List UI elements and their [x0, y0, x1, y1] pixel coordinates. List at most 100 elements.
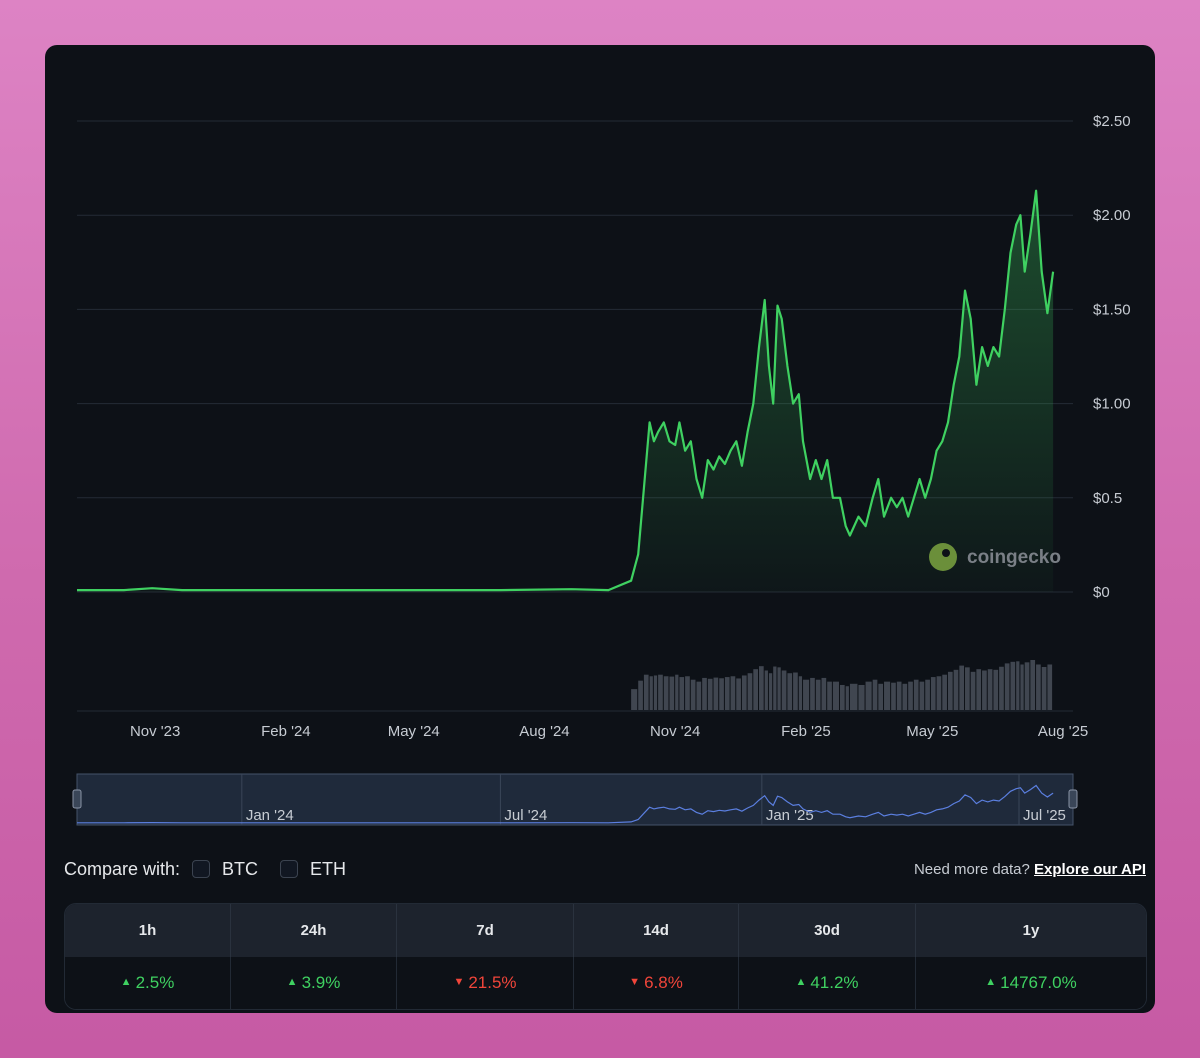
volume-bar: [942, 674, 947, 710]
volume-bar: [965, 667, 970, 710]
x-tick-label: Aug '25: [1038, 723, 1088, 740]
triangle-up-icon: ▲: [120, 976, 132, 988]
btc-label[interactable]: BTC: [222, 858, 259, 879]
volume-bar: [741, 675, 747, 710]
volume-bar: [982, 670, 987, 710]
navigator-line: [77, 784, 1054, 824]
volume-bar: [1041, 666, 1047, 710]
volume-bar: [768, 673, 773, 710]
volume-bar: [902, 683, 908, 710]
perf-header-24h: 24h: [231, 904, 397, 957]
volume-bar: [815, 679, 821, 710]
volume-bar: [821, 677, 827, 710]
volume-bar: [638, 680, 643, 710]
btc-checkbox[interactable]: [192, 860, 211, 878]
navigator-label: Jan '24: [246, 807, 294, 824]
navigator-label: Jul '24: [504, 807, 547, 824]
volume-bar: [736, 678, 741, 710]
triangle-down-icon: ▼: [453, 976, 465, 988]
volume-bar: [878, 683, 884, 710]
volume-bar: [872, 679, 878, 710]
coingecko-watermark: coingecko: [929, 543, 1061, 571]
volume-bar: [908, 681, 913, 710]
volume-bar: [925, 679, 930, 710]
x-tick-label: Feb '25: [781, 723, 831, 740]
volume-bar: [724, 677, 730, 710]
volume-bar: [845, 686, 849, 710]
volume-bar: [827, 681, 832, 710]
volume-bar: [987, 669, 993, 710]
perf-value-text: 14767.0%: [1000, 973, 1077, 992]
volume-bar: [747, 673, 753, 710]
watermark-text: coingecko: [967, 547, 1061, 568]
volume-bar: [730, 676, 736, 710]
volume-bar: [679, 677, 685, 710]
volume-bar: [1047, 664, 1053, 710]
gecko-logo-icon: [929, 543, 957, 571]
volume-bar: [1036, 664, 1041, 710]
volume-bar: [685, 676, 690, 710]
triangle-down-icon: ▼: [629, 976, 641, 988]
eth-label[interactable]: ETH: [310, 858, 347, 879]
volume-bar: [913, 679, 919, 710]
perf-header-7d: 7d: [397, 904, 574, 957]
navigator-range: [76, 773, 1074, 826]
volume-bar: [690, 679, 696, 710]
volume-bar: [896, 681, 902, 710]
api-prompt: Need more data? Explore our API: [914, 861, 1146, 878]
x-tick-label: May '24: [388, 723, 440, 740]
volume-bar: [653, 675, 658, 710]
perf-header-14d: 14d: [574, 904, 739, 957]
explore-api-link[interactable]: Explore our API: [1034, 860, 1146, 878]
performance-table: 1h 24h 7d 14d 30d 1y ▲ 2.5% ▲ 3.9% ▼ 21.5% …: [64, 903, 1147, 1010]
volume-bar: [663, 676, 669, 710]
perf-value-1h: ▲ 2.5%: [65, 957, 231, 1009]
volume-bar: [891, 682, 896, 710]
price-chart[interactable]: $0 $0.5 $1.00 $1.50 $2.00 $2.50 Nov '23 Feb '24…: [45, 45, 1155, 845]
navigator-handle-left[interactable]: [72, 789, 82, 809]
volume-bar: [798, 676, 803, 710]
y-tick-label: $1.00: [1093, 396, 1131, 413]
volume-bar: [793, 672, 798, 710]
volume-bar: [702, 677, 707, 710]
volume-bar: [1020, 664, 1024, 710]
volume-bar: [919, 681, 925, 710]
volume-bar: [713, 677, 719, 710]
y-tick-label: $0.5: [1093, 490, 1122, 507]
volume-bar: [658, 674, 663, 710]
volume-bar: [753, 669, 758, 710]
volume-bar: [849, 683, 858, 710]
volume-bar: [884, 681, 891, 710]
volume-bar: [970, 671, 976, 710]
perf-header-30d: 30d: [739, 904, 916, 957]
perf-value-text: 21.5%: [468, 973, 517, 992]
volume-bar: [1004, 663, 1010, 710]
y-tick-label: $2.50: [1093, 113, 1131, 130]
perf-value-24h: ▲ 3.9%: [231, 957, 397, 1009]
price-area: [77, 190, 1054, 592]
compare-label: Compare with:: [64, 858, 181, 879]
triangle-up-icon: ▲: [985, 976, 997, 988]
volume-bar: [930, 677, 936, 710]
eth-checkbox[interactable]: [280, 860, 299, 878]
volume-bar: [959, 665, 965, 710]
perf-value-7d: ▼ 21.5%: [397, 957, 574, 1009]
volume-bar: [649, 676, 653, 710]
volume-bar: [865, 681, 872, 710]
perf-value-text: 2.5%: [135, 973, 175, 992]
price-line: [77, 189, 1055, 592]
y-tick-label: $2.00: [1093, 207, 1131, 224]
x-tick-label: Feb '24: [261, 723, 311, 740]
volume-bar: [839, 684, 845, 710]
volume-bar: [976, 669, 982, 710]
volume-bar: [1030, 660, 1036, 710]
perf-value-text: 3.9%: [301, 973, 341, 992]
navigator-handle-right[interactable]: [1068, 789, 1078, 809]
price-chart-card: $0 $0.5 $1.00 $1.50 $2.00 $2.50 Nov '23 Feb '24…: [45, 45, 1155, 1013]
volume-bar: [993, 669, 999, 710]
volume-bar: [631, 689, 638, 710]
perf-value-14d: ▼ 6.8%: [574, 957, 739, 1009]
volume-bar: [936, 676, 942, 710]
volume-bar: [758, 666, 764, 710]
volume-bar: [999, 666, 1004, 710]
